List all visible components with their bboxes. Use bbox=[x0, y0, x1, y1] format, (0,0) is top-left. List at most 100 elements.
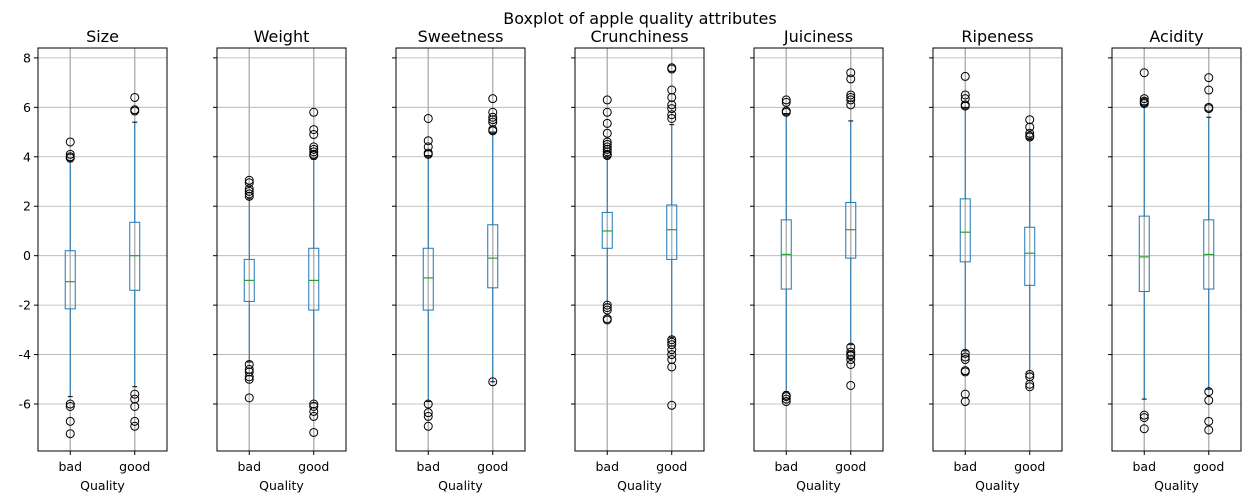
outlier-point bbox=[602, 147, 612, 157]
outlier-point bbox=[781, 95, 791, 105]
axes-frame bbox=[1111, 47, 1242, 452]
outlier-point bbox=[781, 397, 791, 407]
box-good bbox=[487, 94, 499, 387]
outlier-point bbox=[244, 374, 254, 384]
panel-title: Juiciness bbox=[783, 27, 853, 46]
outlier-point bbox=[667, 400, 677, 410]
outlier-point bbox=[488, 377, 498, 387]
outlier-point bbox=[244, 393, 254, 403]
x-axis-label: Quality bbox=[1154, 478, 1199, 493]
outlier-point bbox=[244, 367, 254, 377]
outlier-point bbox=[960, 71, 970, 81]
box-bad bbox=[601, 95, 613, 325]
iqr-box bbox=[845, 202, 857, 259]
outlier-point bbox=[423, 149, 433, 159]
outlier-point bbox=[960, 101, 970, 111]
axes-frame bbox=[395, 47, 526, 452]
outlier-point bbox=[667, 92, 677, 102]
outlier-point bbox=[488, 126, 498, 136]
outlier-point bbox=[667, 345, 677, 355]
panels: Size -6 -4 -2 0 2 4 6 8 bad good Quality Weight bad go… bbox=[19, 27, 1242, 493]
outlier-point bbox=[1139, 99, 1149, 109]
outlier-point bbox=[309, 406, 319, 416]
panel-ripeness: Ripeness bad good Quality bbox=[929, 27, 1063, 493]
outlier-point bbox=[423, 113, 433, 123]
outlier-point bbox=[602, 300, 612, 310]
outlier-point bbox=[846, 347, 856, 357]
outlier-point bbox=[130, 401, 140, 411]
axes-frame bbox=[932, 47, 1063, 452]
outlier-point bbox=[65, 149, 75, 159]
box-good bbox=[129, 92, 141, 431]
outlier-point bbox=[602, 151, 612, 161]
outlier-point bbox=[846, 342, 856, 352]
outlier-point bbox=[960, 355, 970, 365]
outlier-point bbox=[781, 392, 791, 402]
box-bad bbox=[422, 113, 434, 431]
outlier-point bbox=[1204, 387, 1214, 397]
box-good bbox=[1203, 73, 1215, 435]
box-bad bbox=[959, 71, 971, 407]
y-tick-label: 2 bbox=[23, 199, 31, 214]
outlier-point bbox=[423, 421, 433, 431]
outlier-point bbox=[1025, 379, 1035, 389]
panel-title: Crunchiness bbox=[590, 27, 688, 46]
outlier-point bbox=[667, 104, 677, 114]
outlier-point bbox=[1025, 372, 1035, 382]
x-axis-label: Quality bbox=[617, 478, 662, 493]
panel-title: Weight bbox=[254, 27, 310, 46]
box-bad bbox=[243, 175, 255, 403]
axes-frame bbox=[37, 47, 168, 452]
outlier-point bbox=[960, 348, 970, 358]
outlier-point bbox=[130, 92, 140, 102]
x-tick-label: good bbox=[1193, 459, 1224, 474]
box-good bbox=[845, 68, 857, 390]
outlier-point bbox=[1025, 115, 1035, 125]
outlier-point bbox=[1025, 128, 1035, 138]
box-bad bbox=[780, 95, 792, 407]
x-tick-label: good bbox=[477, 459, 508, 474]
outlier-point bbox=[781, 107, 791, 117]
outlier-point bbox=[846, 380, 856, 390]
outlier-point bbox=[1204, 104, 1214, 114]
outlier-point bbox=[488, 94, 498, 104]
iqr-box bbox=[64, 250, 76, 310]
panel-weight: Weight bad good Quality bbox=[213, 27, 347, 493]
outlier-point bbox=[846, 100, 856, 110]
outlier-point bbox=[130, 421, 140, 431]
box-good bbox=[308, 107, 320, 437]
iqr-box bbox=[601, 211, 613, 249]
x-tick-label: bad bbox=[953, 459, 977, 474]
outlier-point bbox=[602, 305, 612, 315]
outlier-point bbox=[65, 399, 75, 409]
x-tick-label: bad bbox=[58, 459, 82, 474]
box-good bbox=[1024, 115, 1036, 392]
y-tick-label: -2 bbox=[19, 298, 31, 313]
outlier-point bbox=[309, 125, 319, 135]
outlier-point bbox=[602, 137, 612, 147]
x-axis-label: Quality bbox=[259, 478, 304, 493]
outlier-point bbox=[65, 401, 75, 411]
outlier-point bbox=[846, 90, 856, 100]
box-bad bbox=[64, 137, 76, 439]
outlier-point bbox=[960, 94, 970, 104]
outlier-point bbox=[423, 411, 433, 421]
y-tick-label: -4 bbox=[19, 347, 32, 362]
outlier-point bbox=[667, 335, 677, 345]
outlier-point bbox=[667, 340, 677, 350]
y-tick-label: 6 bbox=[23, 100, 31, 115]
iqr-box bbox=[1024, 226, 1036, 286]
panel-title: Acidity bbox=[1149, 27, 1203, 46]
outlier-point bbox=[244, 359, 254, 369]
outlier-point bbox=[960, 389, 970, 399]
x-tick-label: bad bbox=[237, 459, 261, 474]
x-tick-label: good bbox=[835, 459, 866, 474]
x-axis-label: Quality bbox=[80, 478, 125, 493]
x-tick-label: bad bbox=[1132, 459, 1156, 474]
outlier-point bbox=[602, 95, 612, 105]
outlier-point bbox=[244, 186, 254, 196]
box-bad bbox=[1138, 68, 1150, 434]
x-axis-label: Quality bbox=[796, 478, 841, 493]
x-tick-label: good bbox=[1014, 459, 1045, 474]
